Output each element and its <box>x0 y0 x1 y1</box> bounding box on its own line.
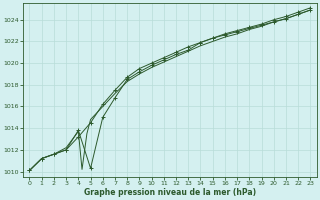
X-axis label: Graphe pression niveau de la mer (hPa): Graphe pression niveau de la mer (hPa) <box>84 188 256 197</box>
